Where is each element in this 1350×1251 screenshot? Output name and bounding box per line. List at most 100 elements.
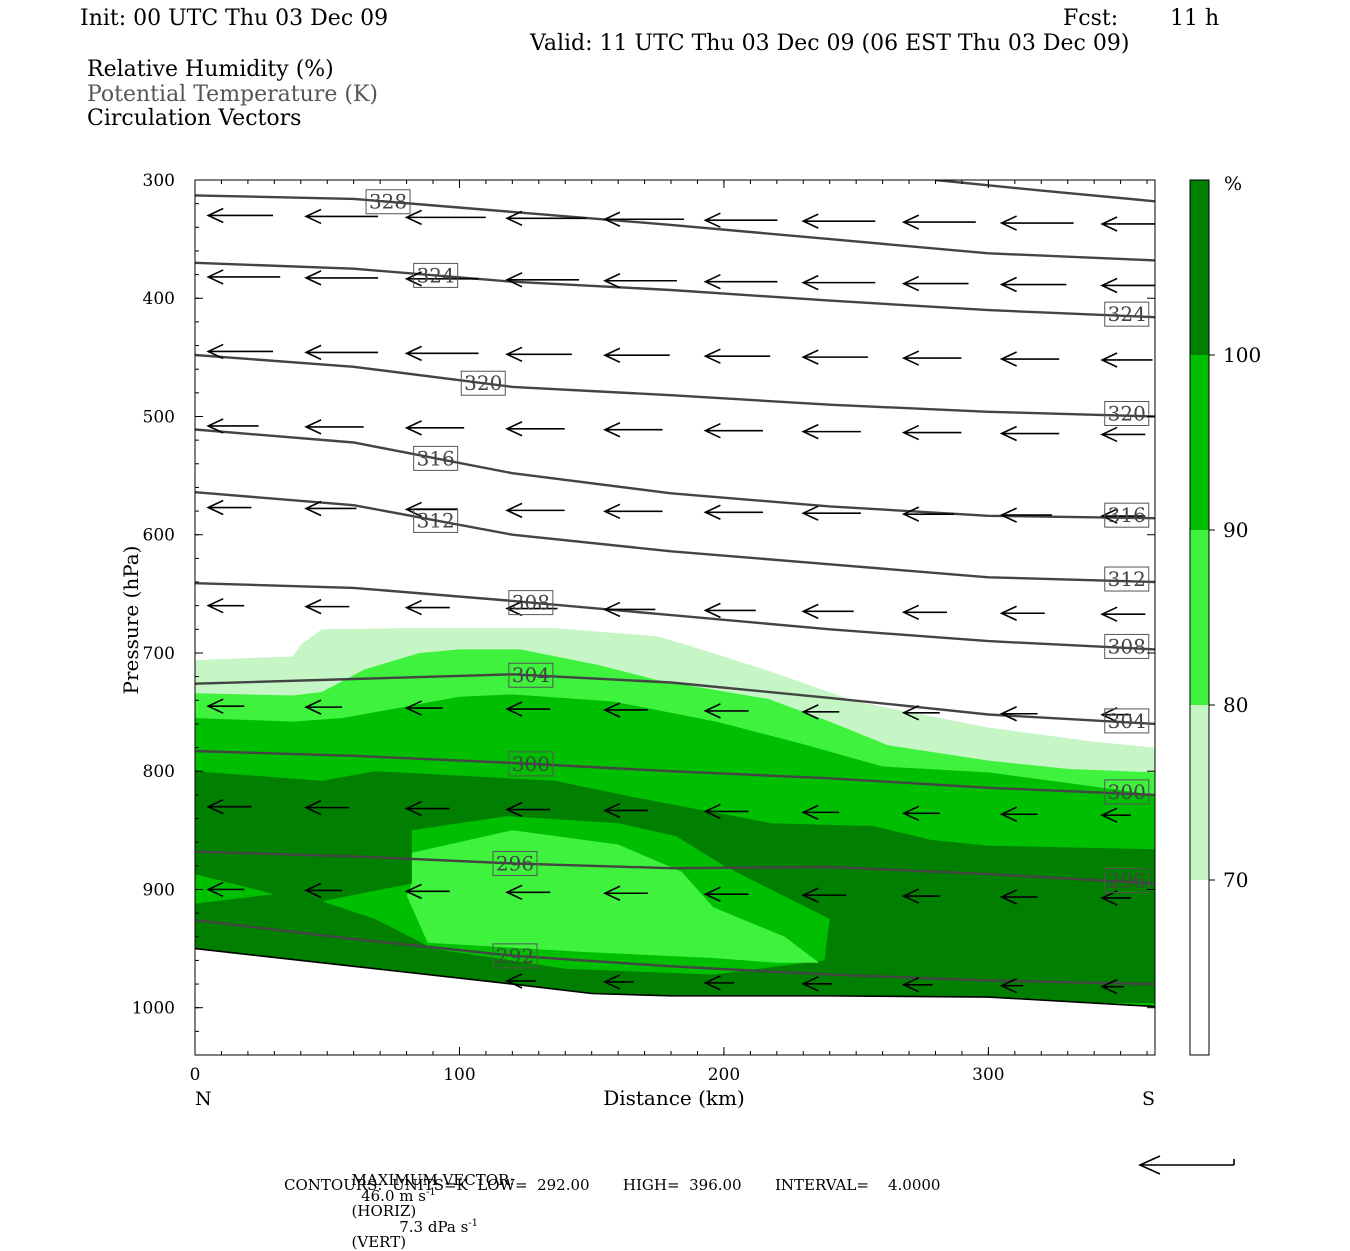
theta-label-324: 324 <box>413 262 459 288</box>
vector-6-6 <box>801 704 840 720</box>
vector-head <box>603 974 621 990</box>
vector-2-4 <box>603 347 670 363</box>
vector-5-3 <box>505 600 558 617</box>
theta-label-320-text: 320 <box>464 371 502 395</box>
theta-label-312-text: 312 <box>417 508 455 532</box>
vector-5-6 <box>801 603 854 620</box>
vector-head <box>999 215 1017 231</box>
theta-label-304: 304 <box>508 662 554 688</box>
vector-0-6 <box>801 213 876 229</box>
footer-contours: CONTOURS: UNITS=K LOW= 292.00 HIGH= 396.… <box>284 1176 941 1194</box>
vector-8-7 <box>901 888 940 904</box>
vector-head <box>901 424 920 441</box>
vector-1-5 <box>703 273 778 290</box>
vector-4-7 <box>901 506 955 522</box>
colorbar-segment-1 <box>1190 355 1209 530</box>
vector-head <box>1100 277 1118 294</box>
vector-head <box>505 502 523 519</box>
vector-8-1 <box>304 882 343 899</box>
vector-9-5 <box>703 975 735 991</box>
vector-head <box>404 271 422 287</box>
vector-5-2 <box>404 599 450 616</box>
vector-head <box>304 598 322 615</box>
theta-end-label-324-text: 324 <box>1108 302 1146 326</box>
vector-head <box>703 975 721 991</box>
colorbar-segment-3 <box>1190 705 1209 880</box>
vector-head <box>999 706 1017 722</box>
colorbar-label-100: 100 <box>1223 343 1261 367</box>
vector-4-8 <box>999 507 1053 523</box>
colorbar-segment-4 <box>1190 880 1209 1055</box>
vector-9-4 <box>603 974 634 990</box>
vector-0-1 <box>304 208 379 225</box>
theta-label-328: 328 <box>365 189 411 215</box>
theta-end-label-304-text: 304 <box>1108 709 1146 733</box>
vector-head <box>999 351 1017 367</box>
vector-8-4 <box>603 885 649 901</box>
theta-label-296-box <box>492 851 538 877</box>
vert-tag: (VERT) <box>351 1233 407 1251</box>
vector-4-6 <box>801 505 861 521</box>
vector-head <box>603 503 621 520</box>
vector-9-3 <box>505 973 536 989</box>
vector-3-7 <box>901 424 962 441</box>
vector-head <box>901 888 920 904</box>
vector-4-2 <box>404 501 457 518</box>
vector-head <box>901 214 920 230</box>
vector-head <box>206 698 224 714</box>
vector-head <box>206 269 224 285</box>
x-tick-label-100: 100 <box>443 1065 475 1085</box>
vector-head <box>206 343 224 360</box>
vector-4-0 <box>206 499 252 516</box>
vector-head <box>206 597 224 614</box>
vector-head <box>206 881 224 898</box>
vector-head <box>1100 706 1118 723</box>
vector-head <box>1100 508 1118 524</box>
vector-head <box>703 212 721 228</box>
footer-max-vector: MAXIMUM VECTOR: 46.0 m s-1 (HORIZ) 7.3 d… <box>342 1158 515 1251</box>
theta-end-label-296-text: 296 <box>1108 869 1146 893</box>
vector-1-3 <box>505 272 580 288</box>
vector-head <box>304 270 322 286</box>
ground-surface-line <box>195 947 1155 1008</box>
theta-end-label-296: 296 <box>1104 868 1150 894</box>
vector-3-5 <box>703 422 764 439</box>
theta-end-label-308-text: 308 <box>1108 634 1146 658</box>
theta-label-328-box <box>365 189 411 215</box>
max-vert: 7.3 dPa s <box>399 1218 469 1236</box>
theta-label-300-box <box>508 751 554 777</box>
vector-head <box>1100 890 1118 906</box>
theta-end-label-316-box <box>1104 502 1150 528</box>
vector-head <box>603 422 621 438</box>
vector-0-4 <box>603 211 685 227</box>
vector-5-4 <box>603 601 656 618</box>
vector-head <box>304 419 322 435</box>
vector-7-7 <box>901 805 940 822</box>
y-tick-label-600: 600 <box>143 526 175 546</box>
vector-9-8 <box>999 977 1024 994</box>
horiz-exponent: -1 <box>425 1187 436 1198</box>
theta-end-label-312-box <box>1104 566 1150 592</box>
theta-end-label-324: 324 <box>1104 301 1150 327</box>
vector-1-9 <box>1100 277 1155 294</box>
vector-head <box>703 273 721 290</box>
theta-label-316: 316 <box>413 445 459 471</box>
x-end-right-label: S <box>1142 1088 1155 1110</box>
vector-head <box>999 605 1017 621</box>
vector-4-5 <box>703 504 764 520</box>
vector-head <box>404 501 422 518</box>
vector-head <box>505 210 523 227</box>
vector-3-4 <box>603 422 663 438</box>
field-rh-title: Relative Humidity (%) <box>87 57 334 82</box>
y-tick-label-1000: 1000 <box>132 999 175 1019</box>
vector-5-7 <box>901 604 947 621</box>
vector-head <box>703 504 721 520</box>
vector-3-8 <box>999 425 1060 442</box>
vector-3-9 <box>1100 426 1146 443</box>
x-tick-label-300: 300 <box>972 1065 1004 1085</box>
vector-head <box>801 887 819 903</box>
vector-6-1 <box>304 699 343 715</box>
y-tick-label-800: 800 <box>143 762 175 782</box>
valid-time: Valid: 11 UTC Thu 03 Dec 09 (06 EST Thu … <box>530 31 1130 56</box>
surface-line <box>195 947 1155 1008</box>
